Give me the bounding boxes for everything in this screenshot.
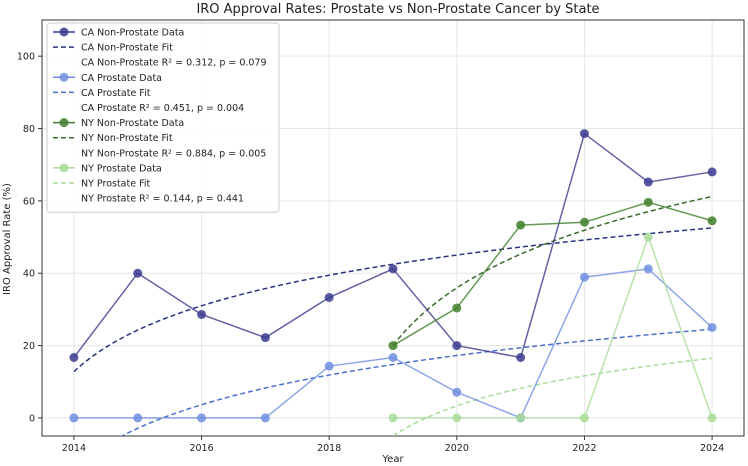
ny-non-prostate-point	[643, 197, 653, 207]
ny-non-prostate-point	[516, 220, 526, 230]
x-tick-label: 2018	[317, 443, 341, 454]
ny-non-prostate-point	[388, 341, 398, 351]
y-tick-label: 100	[17, 52, 35, 63]
ca-non-prostate-point	[133, 268, 143, 278]
ca-prostate-point	[133, 413, 143, 423]
ca-non-prostate-point	[452, 341, 462, 351]
ca-prostate-point	[388, 353, 398, 363]
ca-non-prostate-point	[579, 129, 589, 139]
ca-non-prostate-point	[69, 353, 79, 363]
legend-marker-swatch	[59, 118, 69, 128]
ca-non-prostate-point	[197, 309, 207, 319]
ny-non-prostate-fit-curve	[392, 195, 713, 347]
x-tick-label: 2016	[189, 443, 213, 454]
ca-prostate-point	[452, 387, 462, 397]
ca-non-prostate-point	[388, 264, 398, 274]
legend-label: NY Prostate Data	[81, 163, 162, 174]
ca-non-prostate-fit-curve	[73, 227, 713, 373]
ca-non-prostate-point	[260, 333, 270, 343]
ny-non-prostate-point	[707, 216, 717, 226]
legend-label: CA Non-Prostate R² = 0.312, p = 0.079	[81, 58, 267, 69]
ny-non-prostate-point	[452, 303, 462, 313]
ca-non-prostate-point	[643, 177, 653, 187]
ny-prostate-point	[516, 413, 526, 423]
legend: CA Non-Prostate Data CA Non-Prostate Fit C…	[46, 22, 280, 213]
series-layer	[69, 129, 717, 423]
ny-prostate-line	[393, 234, 713, 419]
x-tick-label: 2014	[62, 443, 86, 454]
legend-label: NY Non-Prostate R² = 0.884, p = 0.005	[81, 148, 266, 159]
x-tick-label: 2024	[700, 443, 724, 454]
ca-prostate-point	[324, 361, 334, 371]
x-axis-label: Year	[381, 454, 404, 465]
ny-non-prostate-line	[392, 201, 713, 347]
x-tick-label: 2020	[445, 443, 469, 454]
ca-prostate-point	[643, 264, 653, 274]
ca-prostate-point	[579, 272, 589, 282]
ca-non-prostate-point	[707, 167, 717, 177]
ny-non-prostate-point	[579, 217, 589, 227]
legend-label: CA Prostate R² = 0.451, p = 0.004	[81, 103, 244, 114]
y-tick-label: 0	[29, 413, 35, 424]
legend-box	[46, 22, 280, 213]
y-tick-label: 20	[23, 341, 35, 352]
legend-label: NY Non-Prostate Data	[81, 118, 184, 129]
ny-prostate-point	[579, 413, 589, 423]
legend-label: NY Prostate Fit	[81, 179, 150, 190]
legend-label: NY Prostate R² = 0.144, p = 0.441	[81, 194, 244, 205]
ca-non-prostate-point	[516, 353, 526, 363]
legend-marker-swatch	[59, 163, 69, 173]
grid-layer	[42, 20, 744, 436]
ca-prostate-point	[707, 322, 717, 332]
y-tick-label: 40	[23, 269, 35, 280]
ca-non-prostate-point	[324, 292, 334, 302]
legend-label: CA Prostate Fit	[81, 88, 151, 99]
ca-prostate-point	[69, 413, 79, 423]
chart-title: IRO Approval Rates: Prostate vs Non-Pros…	[196, 2, 599, 17]
x-tick-label: 2022	[572, 443, 596, 454]
legend-label: CA Prostate Data	[81, 73, 162, 84]
ny-prostate-point	[643, 232, 653, 242]
ny-prostate-point	[388, 413, 398, 423]
ny-prostate-point	[452, 413, 462, 423]
legend-label: CA Non-Prostate Data	[81, 28, 184, 39]
fit-layer	[73, 195, 713, 436]
ca-prostate-point	[260, 413, 270, 423]
ny-prostate-fit-curve	[392, 357, 713, 436]
y-tick-label: 60	[23, 196, 35, 207]
legend-label: NY Non-Prostate Fit	[81, 133, 173, 144]
ca-prostate-fit-curve	[120, 328, 713, 436]
legend-marker-swatch	[59, 72, 69, 82]
y-tick-label: 80	[23, 124, 35, 135]
legend-marker-swatch	[59, 27, 69, 37]
y-axis-label: IRO Approval Rate (%)	[2, 183, 13, 295]
ca-prostate-point	[197, 413, 207, 423]
ny-prostate-point	[707, 413, 717, 423]
legend-label: CA Non-Prostate Fit	[81, 43, 173, 54]
